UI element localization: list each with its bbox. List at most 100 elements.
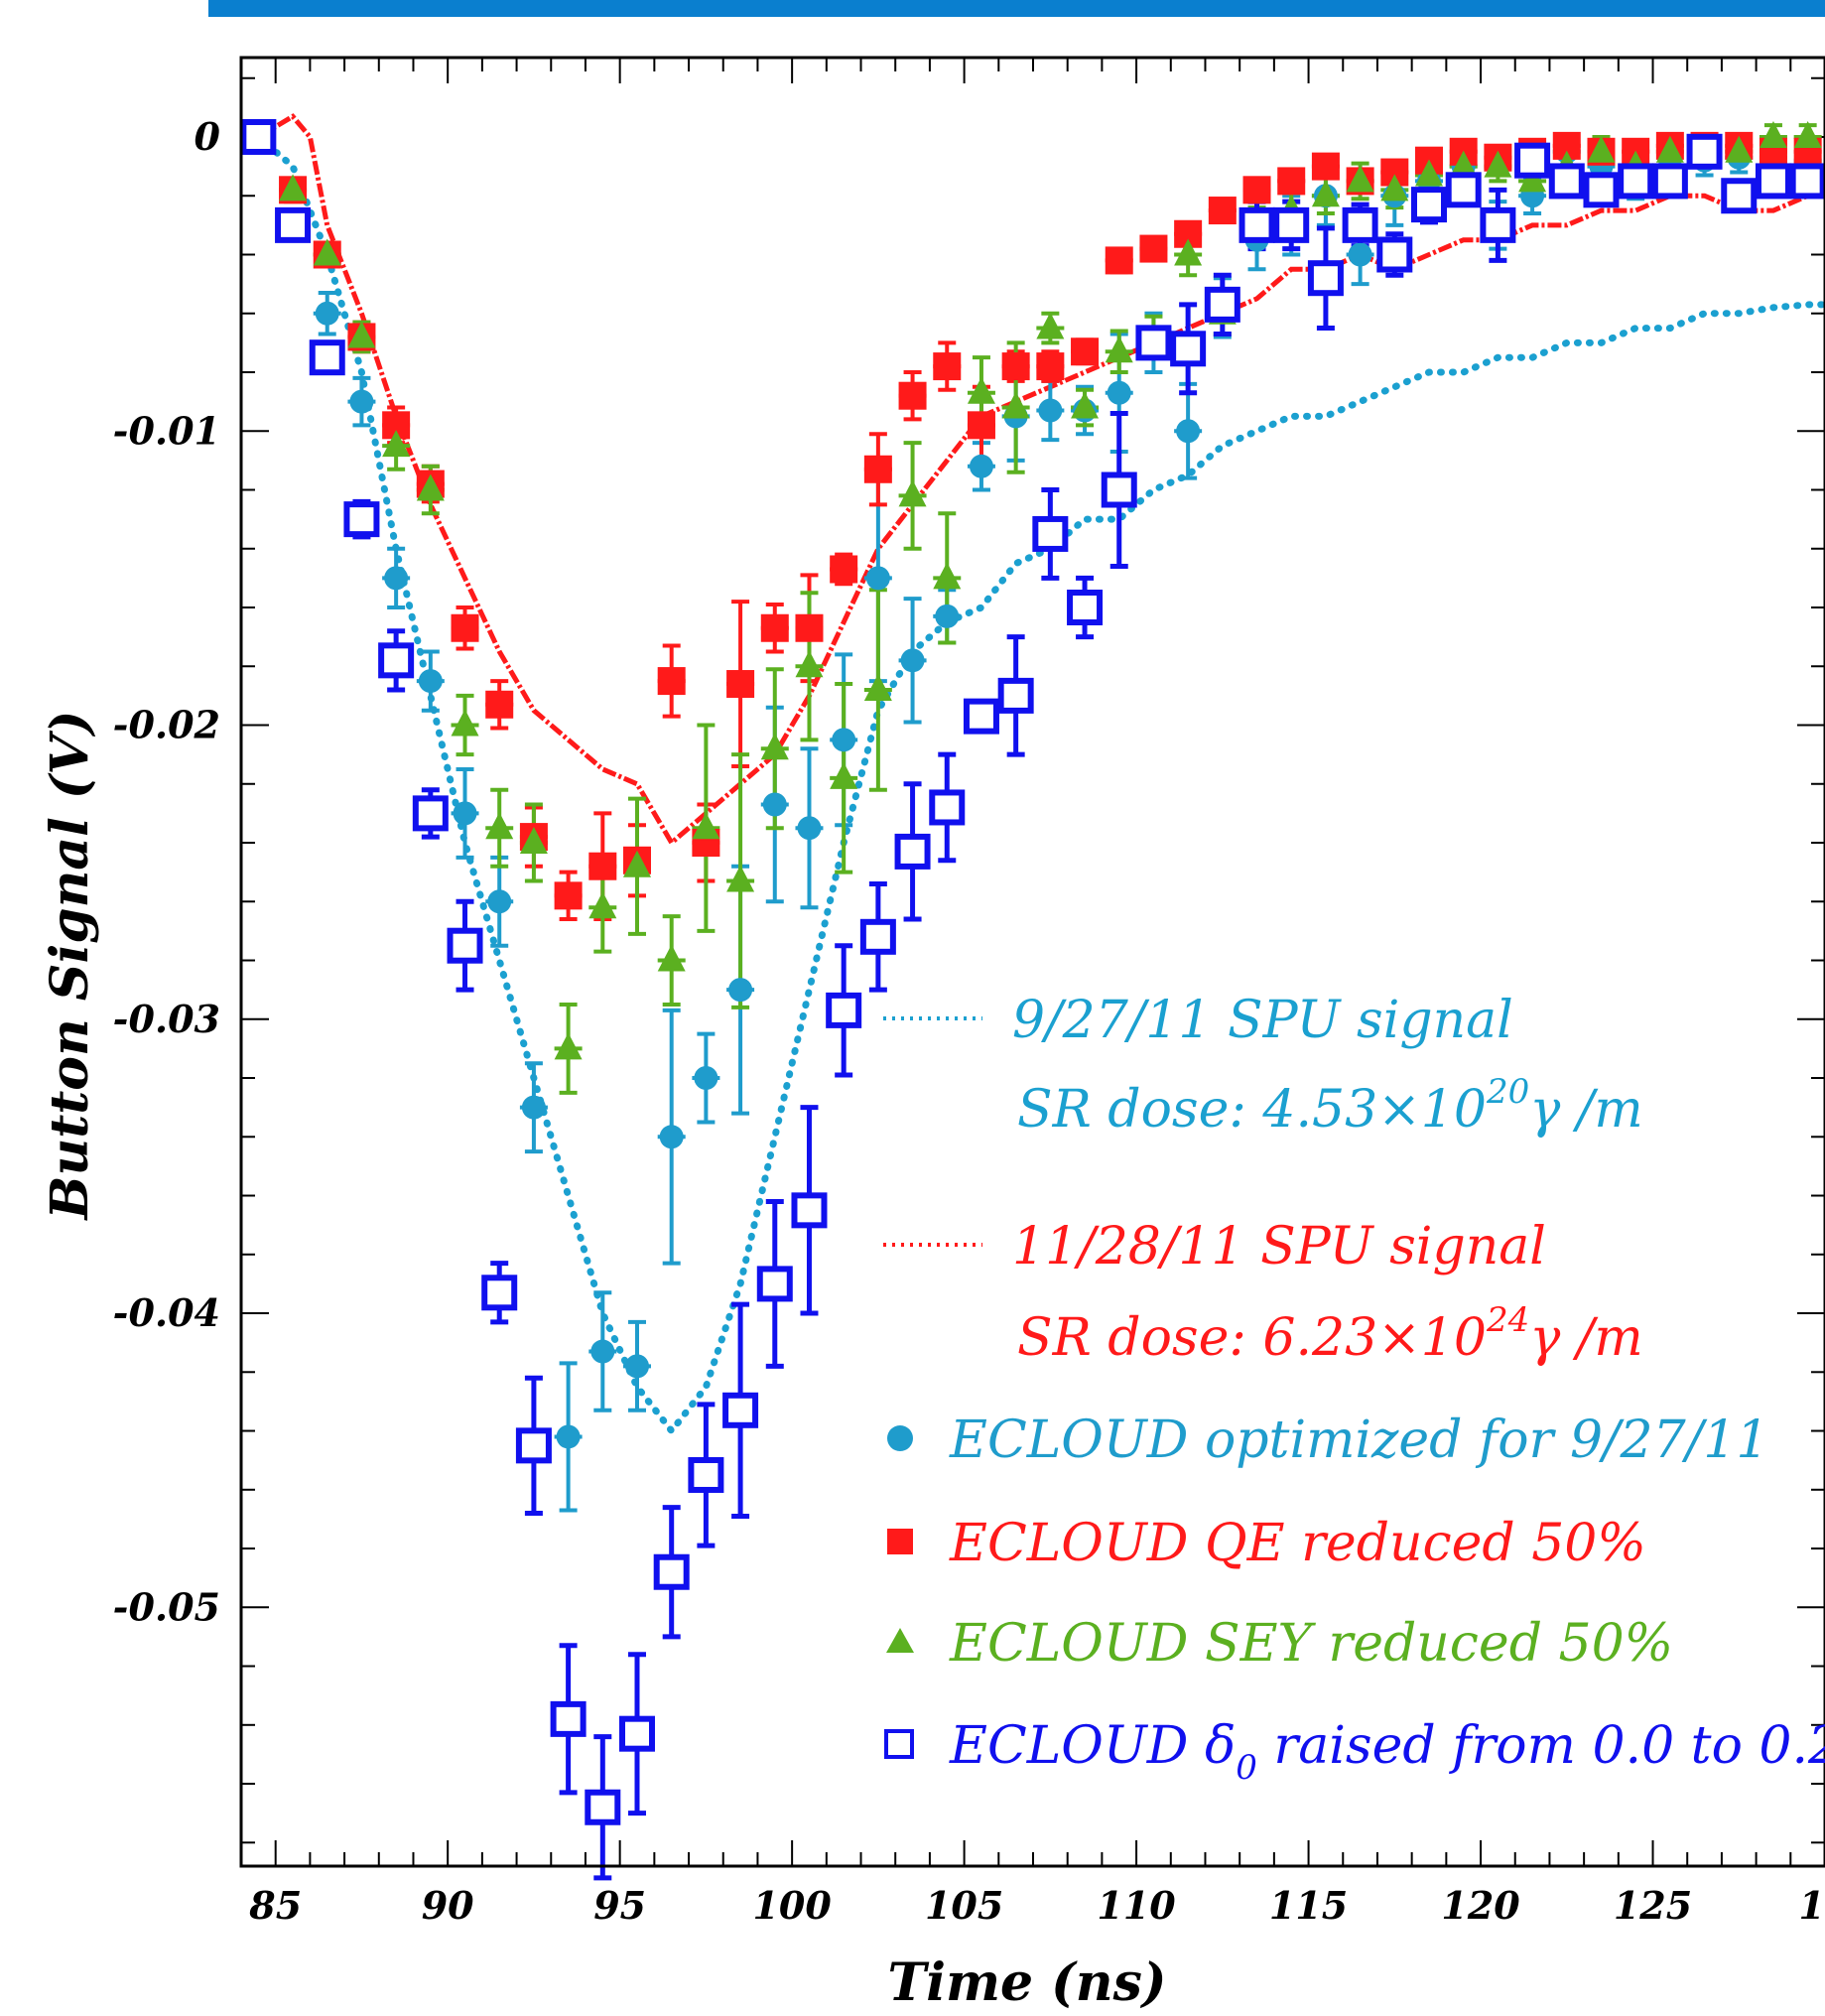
y-tick-label: -0.03	[113, 997, 220, 1041]
point-ecloud_delta	[1686, 133, 1723, 170]
point-ecloud_delta	[1170, 331, 1207, 367]
y-tick-label: -0.04	[113, 1290, 220, 1335]
point-ecloud_qe	[1311, 152, 1340, 181]
point-ecloud_delta	[1204, 286, 1240, 323]
point-ecloud_opt	[349, 389, 374, 414]
point-ecloud_qe	[830, 555, 858, 584]
point-ecloud_qe	[451, 613, 479, 642]
point-ecloud_qe	[795, 613, 824, 642]
point-ecloud_delta	[1445, 172, 1482, 208]
y-tick-label: -0.01	[113, 408, 220, 453]
point-ecloud_sey	[1793, 120, 1822, 148]
point-ecloud_sey	[1587, 135, 1616, 163]
point-ecloud_qe	[588, 852, 617, 880]
point-ecloud_delta	[894, 833, 931, 870]
point-ecloud_delta	[1307, 260, 1344, 297]
x-tick-label: 110	[1097, 1883, 1176, 1928]
point-ecloud_delta	[756, 1266, 793, 1302]
point-ecloud_sey	[657, 944, 686, 972]
legend: 9/27/11 SPU signal SR dose: 4.53×1020γ /…	[883, 991, 1825, 1788]
point-ecloud_opt	[900, 648, 925, 673]
point-ecloud_sey	[898, 479, 927, 507]
point-ecloud_delta	[653, 1553, 690, 1590]
point-ecloud_sey	[1174, 238, 1203, 266]
point-ecloud_delta	[309, 339, 345, 376]
point-ecloud_qe	[1071, 337, 1100, 366]
x-tick-label: 120	[1441, 1883, 1520, 1928]
point-ecloud_delta	[1135, 325, 1172, 361]
point-ecloud_sey	[1036, 312, 1065, 339]
point-ecloud_opt	[1348, 242, 1372, 267]
point-ecloud_sey	[1655, 135, 1684, 163]
legend-label-ecloud-opt: ECLOUD optimized for 9/27/11	[949, 1411, 1768, 1470]
point-ecloud_opt	[315, 301, 339, 326]
y-axis-title: Button Signal (V)	[40, 711, 100, 1222]
legend-label-ecloud-sey: ECLOUD SEY reduced 50%	[949, 1614, 1673, 1674]
point-ecloud_qe	[1208, 197, 1237, 225]
point-ecloud_opt	[453, 801, 477, 826]
point-ecloud_sey	[1380, 174, 1409, 202]
point-ecloud_opt	[556, 1424, 581, 1449]
point-ecloud_opt	[625, 1354, 649, 1379]
x-tick-label: 13	[1799, 1883, 1825, 1928]
point-ecloud_delta	[1651, 163, 1688, 200]
point-ecloud_sey	[554, 1032, 583, 1060]
point-ecloud_delta	[1480, 206, 1516, 243]
point-ecloud_qe	[933, 352, 962, 381]
point-ecloud_sey	[1311, 180, 1340, 207]
point-ecloud_sey	[1484, 150, 1512, 178]
point-ecloud_delta	[826, 992, 862, 1028]
point-ecloud_sey	[1518, 165, 1547, 193]
point-ecloud_delta	[275, 206, 312, 243]
point-ecloud_opt	[865, 566, 890, 591]
point-ecloud_delta	[412, 795, 449, 832]
point-ecloud_sey	[347, 321, 376, 348]
point-ecloud_sey	[588, 891, 617, 919]
point-ecloud_opt	[418, 669, 443, 694]
point-ecloud_delta	[688, 1456, 724, 1493]
legend-dose-spu-1128: SR dose: 6.23×1024γ /m	[1017, 1300, 1643, 1368]
point-ecloud_delta	[1032, 515, 1069, 552]
point-ecloud_sey	[279, 174, 308, 202]
point-ecloud_delta	[1755, 163, 1791, 200]
point-ecloud_sey	[623, 850, 651, 877]
plot-frame	[239, 56, 1825, 1868]
point-ecloud_qe	[1277, 167, 1306, 196]
point-ecloud_opt	[384, 566, 409, 591]
point-ecloud_sey	[485, 812, 514, 840]
point-ecloud_delta	[515, 1427, 552, 1464]
x-tick-label: 105	[925, 1883, 1003, 1928]
x-tick-label: 85	[248, 1883, 302, 1928]
point-ecloud_qe	[1036, 352, 1065, 381]
point-ecloud_delta	[963, 698, 999, 735]
point-ecloud_sey	[1001, 391, 1030, 419]
point-ecloud_delta	[619, 1715, 655, 1752]
point-ecloud_opt	[1038, 398, 1063, 423]
point-ecloud_opt	[969, 454, 993, 478]
point-ecloud_delta	[722, 1392, 759, 1428]
point-ecloud_sey	[1725, 135, 1754, 163]
point-ecloud_delta	[1273, 206, 1310, 243]
point-ecloud_sey	[1105, 336, 1133, 363]
point-ecloud_delta	[1789, 163, 1825, 200]
x-axis-title: Time (ns)	[888, 1952, 1167, 2013]
point-ecloud_delta	[791, 1192, 828, 1229]
point-ecloud_sey	[863, 673, 892, 701]
point-ecloud_sey	[726, 865, 755, 892]
point-ecloud_delta	[1618, 163, 1654, 200]
point-ecloud_sey	[795, 650, 824, 678]
point-ecloud_delta	[1514, 142, 1551, 179]
point-ecloud_opt	[832, 728, 856, 752]
point-ecloud_sey	[382, 430, 411, 458]
point-ecloud_sey	[967, 376, 995, 404]
point-ecloud_sey	[933, 562, 962, 590]
point-ecloud_delta	[550, 1700, 587, 1737]
point-ecloud_qe	[1001, 352, 1030, 381]
point-ecloud_qe	[554, 881, 583, 910]
point-ecloud_delta	[343, 501, 380, 538]
legend-marker-open-square	[884, 1729, 914, 1759]
point-ecloud_qe	[1242, 176, 1271, 204]
point-ecloud_qe	[726, 670, 755, 699]
x-tick-labels: 85 90 95 100 105 110 115 120 125 13	[248, 1883, 1825, 1928]
point-ecloud_opt	[521, 1095, 546, 1120]
